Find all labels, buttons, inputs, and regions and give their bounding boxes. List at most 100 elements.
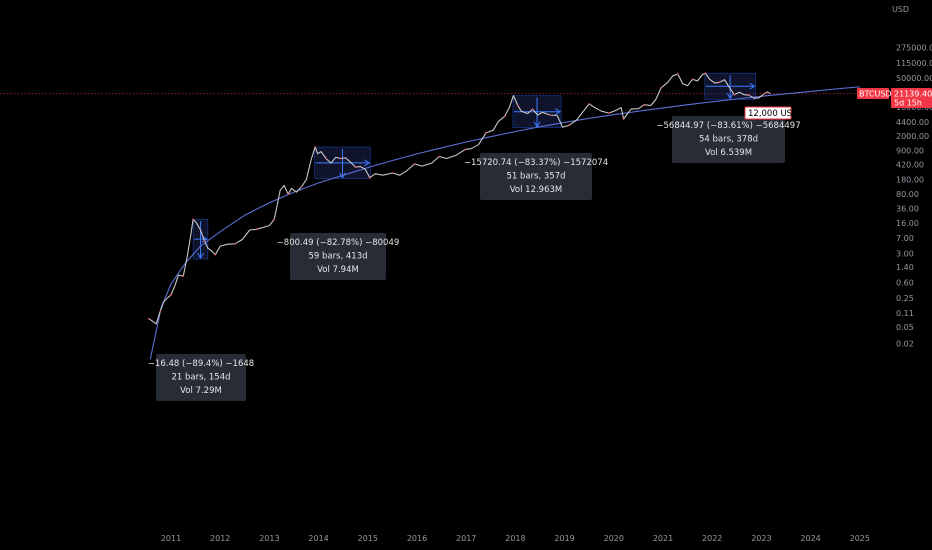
drawdown-label-line: −15720.74 (−83.37%) −1572074	[464, 158, 608, 168]
y-tick-label: 36.00	[896, 205, 919, 214]
price-point	[704, 72, 707, 75]
drawdown-label-bg	[290, 233, 386, 280]
y-tick-label: 900.00	[896, 147, 924, 156]
drawdown-label-line: Vol 7.29M	[180, 386, 222, 396]
price-point	[325, 157, 327, 160]
price-point	[733, 93, 736, 96]
x-tick-label: 2020	[604, 534, 624, 543]
x-tick-label: 2015	[358, 534, 378, 543]
y-tick-label: 0.11	[896, 309, 914, 318]
drawdown-arrowhead-right-3	[554, 108, 562, 116]
y-tick-label: 2000.00	[896, 132, 929, 141]
price-badge[interactable]: BTCUSD 21139.40 5d 15h	[857, 88, 932, 108]
y-tick-label: 50000.00	[896, 74, 932, 83]
drawdown-label-3: −15720.74 (−83.37%) −1572074 51 bars, 357…	[464, 153, 608, 200]
x-tick-label: 2025	[850, 534, 870, 543]
x-tick-label: 2023	[751, 534, 771, 543]
price-point	[391, 172, 394, 174]
price-point	[568, 124, 571, 127]
price-point	[339, 157, 342, 160]
price-series-line	[148, 72, 771, 325]
drawdown-label-line: 54 bars, 378d	[699, 135, 758, 145]
y-tick-label: 4400.00	[896, 118, 929, 127]
level-label-text: 12,000 USD	[748, 109, 799, 119]
y-tick-label: 80.00	[896, 190, 919, 199]
price-series-group	[147, 72, 771, 325]
drawdown-label-4: −56844.97 (−83.61%) −5684497 54 bars, 378…	[656, 116, 801, 163]
drawdown-label-line: Vol 6.539M	[705, 148, 752, 158]
price-point	[234, 242, 236, 245]
symbol-badge-bg	[857, 88, 889, 99]
price-point	[622, 118, 625, 120]
drawdown-label-line: −56844.97 (−83.61%) −5684497	[656, 121, 800, 131]
price-point	[170, 294, 172, 296]
drawdown-label-bg	[156, 354, 246, 401]
price-point	[660, 87, 662, 89]
price-point	[548, 114, 551, 116]
price-point	[287, 193, 289, 196]
x-tick-label: 2016	[407, 534, 427, 543]
x-tick-label: 2013	[259, 534, 279, 543]
drawdown-label-line: 51 bars, 357d	[506, 172, 565, 182]
trendline	[149, 86, 860, 360]
symbol-badge-text: BTCUSD	[859, 90, 892, 99]
price-point	[182, 275, 185, 278]
y-tick-label: 275000.00	[896, 43, 932, 52]
x-axis[interactable]: 2011 2012 2013 2014 2015 2016 2017 2018 2019 2020…	[161, 534, 870, 543]
y-tick-label: 7.00	[896, 234, 914, 243]
price-point	[314, 146, 317, 148]
price-point	[354, 166, 357, 169]
drawdown-label-line: −800.49 (−82.78%) −80049	[277, 238, 400, 248]
price-point	[413, 163, 416, 165]
drawdown-label-line: 59 bars, 413d	[308, 252, 367, 262]
price-point	[691, 78, 694, 81]
y-tick-label: 115000.00	[896, 59, 932, 68]
x-tick-label: 2017	[456, 534, 476, 543]
price-point	[438, 155, 441, 158]
last-price-badge-bg	[891, 88, 932, 108]
x-tick-label: 2014	[308, 534, 328, 543]
price-point	[273, 218, 276, 221]
y-tick-label: 0.05	[896, 323, 914, 332]
price-point	[484, 132, 487, 134]
price-point	[607, 112, 610, 115]
price-point	[516, 104, 519, 107]
y-tick-label: 1.40	[896, 263, 914, 272]
level-label-group: 12,000 USD	[744, 106, 799, 120]
drawdown-arrowhead-right-4	[749, 82, 756, 90]
drawdown-boxes	[192, 72, 756, 260]
last-price-text: 21139.40	[894, 90, 932, 99]
y-tick-label: 0.02	[896, 340, 914, 349]
x-tick-label: 2012	[210, 534, 230, 543]
drawdown-label-2: −800.49 (−82.78%) −80049 59 bars, 413d Vol…	[277, 233, 400, 280]
y-tick-label: 0.60	[896, 278, 914, 287]
drawdown-label-bg	[672, 116, 785, 163]
y-tick-label: 0.25	[896, 294, 914, 303]
price-point	[643, 103, 646, 106]
y-axis-unit: USD	[892, 5, 909, 14]
price-point	[300, 186, 303, 188]
drawdown-label-line: Vol 7.94M	[317, 265, 359, 275]
x-tick-label: 2021	[653, 534, 673, 543]
y-tick-label: 180.00	[896, 176, 924, 185]
drawdown-label-line: Vol 12.963M	[510, 185, 563, 195]
drawdown-arrowhead-down-4	[726, 93, 734, 100]
y-tick-label: 16.00	[896, 219, 919, 228]
y-tick-label: 420.00	[896, 160, 924, 169]
price-point	[147, 317, 150, 320]
countdown-text: 5d 15h	[894, 99, 922, 108]
price-point	[464, 148, 467, 151]
x-tick-label: 2011	[161, 534, 181, 543]
price-point	[676, 73, 679, 75]
trendline-group	[149, 86, 860, 360]
drawdown-labels: −16.48 (−89.4%) −1648 21 bars, 154d Vol 7.…	[148, 116, 801, 401]
drawdown-arrowhead-right-2	[364, 159, 371, 167]
drawdown-label-bg	[480, 153, 592, 200]
price-point	[256, 228, 258, 231]
price-point	[762, 92, 765, 95]
drawdown-arrowhead-down-1	[197, 252, 204, 259]
price-point	[159, 310, 162, 313]
price-point	[588, 103, 591, 105]
